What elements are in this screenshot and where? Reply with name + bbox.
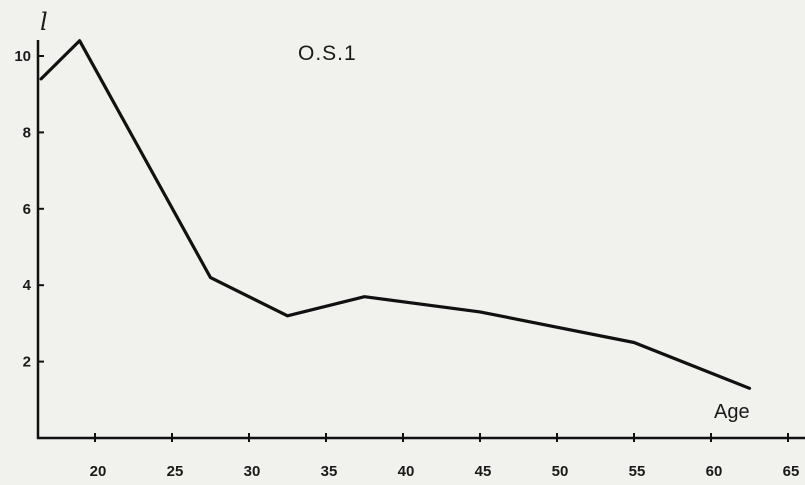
x-tick-label: 55 [629, 463, 646, 480]
series-line [39, 39, 752, 390]
x-tick-label: 45 [475, 463, 492, 480]
y-tick-label: 4 [23, 277, 32, 294]
plot-area [39, 39, 752, 390]
x-tick-label: 60 [706, 463, 723, 480]
data-point [632, 341, 636, 344]
x-tick-label: 50 [552, 463, 569, 480]
x-tick-label: 20 [90, 463, 107, 480]
y-tick-label: 8 [23, 124, 31, 141]
x-tick-label: 40 [398, 463, 415, 480]
chart-title: O.S.1 [298, 42, 357, 65]
data-point [478, 310, 482, 314]
y-axis: 2 4 6 8 10 [14, 40, 44, 439]
data-point [286, 314, 289, 317]
x-tick-label: 25 [167, 463, 184, 480]
data-point [39, 77, 43, 81]
x-tick-label: 35 [321, 463, 338, 480]
x-axis: 20 25 30 35 40 45 50 55 60 65 [37, 433, 805, 480]
y-axis-title: l [40, 8, 48, 36]
data-point [78, 39, 81, 42]
x-tick-label: 65 [783, 463, 800, 480]
y-tick-label: 10 [14, 48, 31, 65]
x-axis-title: Age [714, 401, 750, 423]
data-point [363, 295, 366, 298]
data-point [209, 276, 212, 279]
data-point [748, 387, 751, 390]
x-tick-label: 30 [244, 463, 261, 480]
y-tick-label: 2 [23, 354, 31, 371]
y-tick-label: 6 [23, 201, 31, 218]
